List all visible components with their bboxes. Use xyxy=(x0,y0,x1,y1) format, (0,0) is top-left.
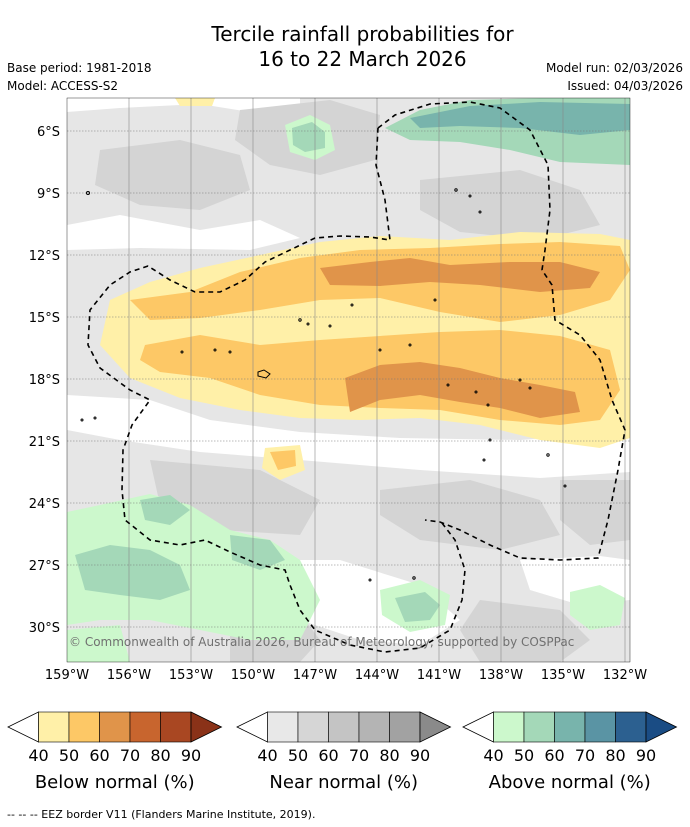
colorbar-tick-label: 90 xyxy=(181,746,201,765)
colorbar-min-arrow xyxy=(462,711,494,743)
copyright-text: © Commonwealth of Australia 2026, Bureau… xyxy=(69,635,574,649)
title-line-2: 16 to 22 March 2026 xyxy=(258,47,467,71)
colorbar-segment xyxy=(328,711,360,743)
colorbar-segment xyxy=(389,711,421,743)
lon-label: 138°W xyxy=(479,668,523,683)
colorbars: 40 50 60 70 80 90 Below normal (%) 40 50 60 70 80 90… xyxy=(7,711,678,793)
colorbar-max-arrow xyxy=(645,711,678,743)
below-normal-60-south xyxy=(345,362,580,418)
colorbar-tick-label: 60 xyxy=(318,746,338,765)
above-normal-50-nw xyxy=(292,122,325,152)
lat-label: 24°S xyxy=(29,497,60,512)
colorbar-tick-label: 50 xyxy=(288,746,308,765)
map-field xyxy=(67,98,630,662)
meridians xyxy=(128,98,626,662)
colorbar-segment xyxy=(160,711,192,743)
colorbar-tick-label: 60 xyxy=(544,746,564,765)
islands xyxy=(80,188,567,582)
colorbar-tick-label: 40 xyxy=(483,746,503,765)
colorbar-segment xyxy=(523,711,555,743)
above-normal-50-sw2 xyxy=(140,495,190,525)
colorbar-max-arrow xyxy=(190,711,223,743)
above-normal-50-sw xyxy=(75,545,190,600)
issued-date: Issued: 04/03/2026 xyxy=(567,79,683,93)
colorbar-segment xyxy=(554,711,586,743)
above-normal-60-ne xyxy=(410,102,630,135)
near-normal-50 xyxy=(95,100,630,662)
colorbar-tick-label: 70 xyxy=(120,746,140,765)
below-normal-50-blob xyxy=(270,450,296,470)
colorbar-tick-label: 80 xyxy=(379,746,399,765)
colorbar-tick-label: 80 xyxy=(150,746,170,765)
lat-label: 21°S xyxy=(29,435,60,450)
colorbar-tick-label: 40 xyxy=(257,746,277,765)
below-normal-60 xyxy=(320,258,600,292)
lon-label: 153°W xyxy=(169,668,213,683)
colorbar-segment xyxy=(297,711,329,743)
colorbar-tick-label: 50 xyxy=(514,746,534,765)
lon-axis: 159°W 156°W 153°W 150°W 147°W 144°W 141°… xyxy=(45,668,647,683)
colorbar-segment xyxy=(129,711,161,743)
lat-label: 9°S xyxy=(37,187,60,202)
eez-border xyxy=(87,101,626,653)
lon-label: 132°W xyxy=(603,668,647,683)
lon-label: 156°W xyxy=(107,668,151,683)
colorbar-max-arrow xyxy=(419,711,452,743)
colorbar-label: Near normal (%) xyxy=(269,772,418,793)
meta-left: Base period: 1981-2018 Model: ACCESS-S2 xyxy=(7,59,152,95)
lat-label: 18°S xyxy=(29,373,60,388)
lat-label: 6°S xyxy=(37,125,60,140)
colorbar-tick-label: 90 xyxy=(410,746,430,765)
colorbar-segment xyxy=(358,711,390,743)
model-name: Model: ACCESS-S2 xyxy=(7,79,119,93)
colorbar-tick-label: 70 xyxy=(349,746,369,765)
above-normal-40-sw-bottom xyxy=(67,625,130,662)
colorbar-segment xyxy=(267,711,299,743)
colorbar-segment xyxy=(38,711,70,743)
colorbar-segment xyxy=(99,711,131,743)
lat-axis: 6°S 9°S 12°S 15°S 18°S 21°S 24°S 27°S 30… xyxy=(29,125,60,636)
map-frame xyxy=(66,97,631,663)
colorbar-tick-label: 40 xyxy=(28,746,48,765)
colorbar-tick-label: 50 xyxy=(59,746,79,765)
lon-label: 147°W xyxy=(293,668,337,683)
title-line-1: Tercile rainfall probabilities for xyxy=(211,22,514,46)
lat-label: 30°S xyxy=(29,621,60,636)
colorbar-segment xyxy=(493,711,525,743)
colorbar-min-arrow xyxy=(236,711,268,743)
above-normal-50-s xyxy=(395,592,440,622)
base-period: Base period: 1981-2018 xyxy=(7,61,152,75)
colorbar-tick-label: 90 xyxy=(636,746,656,765)
map-title: Tercile rainfall probabilities for 16 to… xyxy=(0,22,690,72)
lat-label: 27°S xyxy=(29,559,60,574)
lon-label: 135°W xyxy=(541,668,585,683)
model-run: Model run: 02/03/2026 xyxy=(545,61,683,75)
lon-label: 144°W xyxy=(355,668,399,683)
colorbar-above: 40 50 60 70 80 90 Above normal (%) xyxy=(462,711,678,793)
colorbar-segment xyxy=(584,711,616,743)
below-normal-40-top xyxy=(175,98,215,106)
colorbar-tick-label: 70 xyxy=(575,746,595,765)
colorbar-below: 40 50 60 70 80 90 Below normal (%) xyxy=(7,711,223,793)
above-normal-50-sw3 xyxy=(230,535,285,570)
lat-label: 12°S xyxy=(29,249,60,264)
above-normal-40-se xyxy=(570,585,625,630)
eez-legend-note: -- -- -- EEZ border V11 (Flanders Marine… xyxy=(7,808,316,821)
lon-label: 150°W xyxy=(231,668,275,683)
meta-right: Model run: 02/03/2026 Issued: 04/03/2026 xyxy=(546,59,683,95)
colorbar-tick-label: 80 xyxy=(605,746,625,765)
lat-label: 15°S xyxy=(29,311,60,326)
colorbar-label: Below normal (%) xyxy=(35,772,195,793)
colorbar-segment xyxy=(615,711,647,743)
lon-label: 159°W xyxy=(45,668,89,683)
colorbar-min-arrow xyxy=(7,711,39,743)
above-normal-40-sw xyxy=(67,494,320,640)
colorbar-near: 40 50 60 70 80 90 Near normal (%) xyxy=(236,711,452,793)
colorbar-segment xyxy=(68,711,100,743)
colorbar-label: Above normal (%) xyxy=(489,772,651,793)
gridlines xyxy=(67,130,630,628)
lon-label: 141°W xyxy=(417,668,461,683)
colorbar-tick-label: 60 xyxy=(89,746,109,765)
